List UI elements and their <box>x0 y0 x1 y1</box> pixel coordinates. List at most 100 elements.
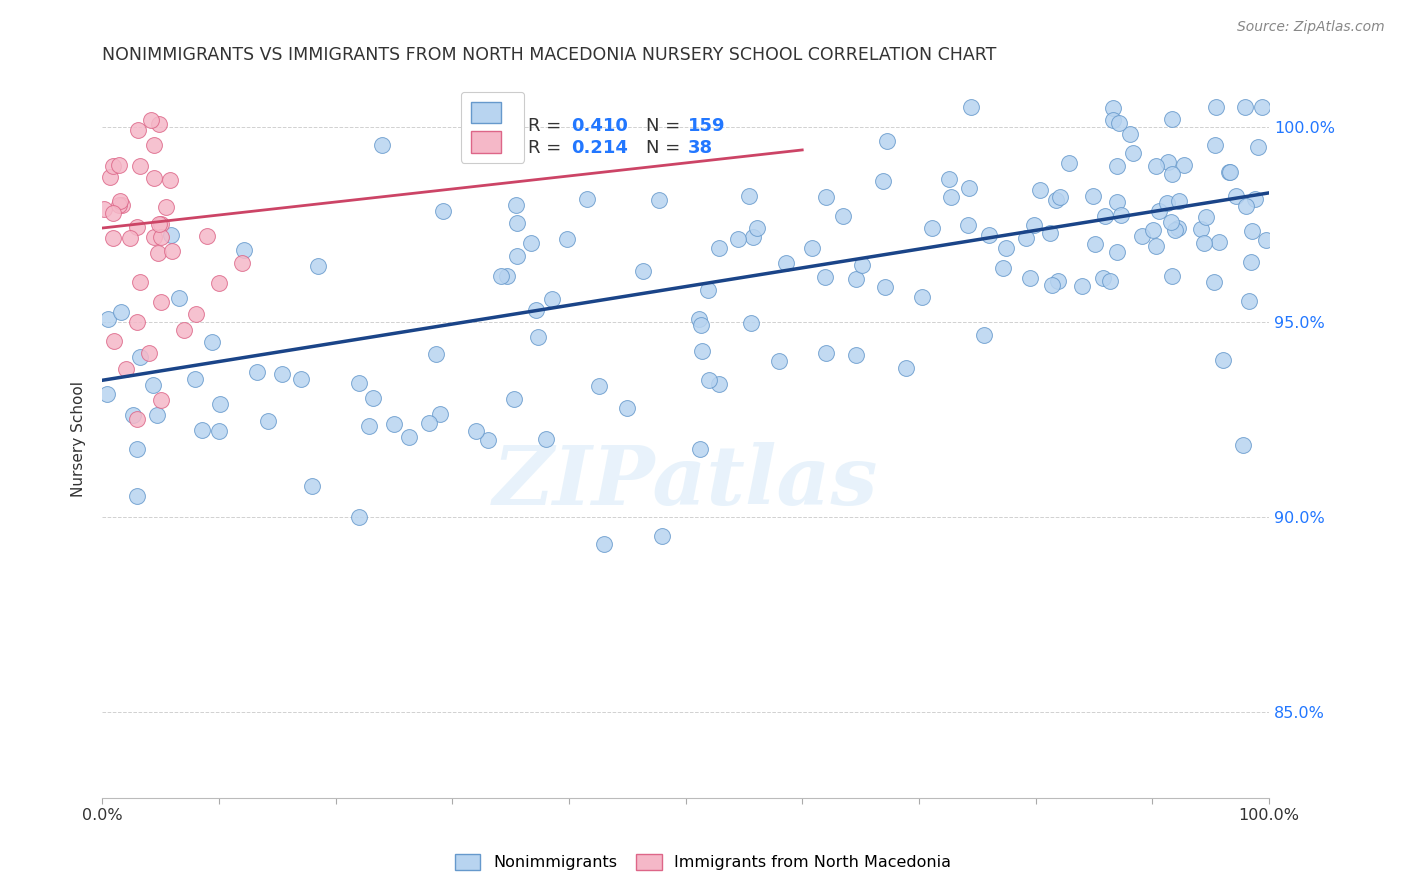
Point <box>103 159 125 173</box>
Point <box>1144 159 1167 173</box>
Point <box>1168 194 1191 209</box>
Point <box>432 203 454 218</box>
Point <box>127 412 149 426</box>
Y-axis label: Nursery School: Nursery School <box>72 381 86 497</box>
Point <box>98 169 121 184</box>
Point <box>1130 229 1153 244</box>
Point <box>697 373 720 387</box>
Point <box>146 408 169 422</box>
Point <box>1105 194 1128 209</box>
Point <box>979 228 1001 243</box>
Point <box>110 305 132 319</box>
Point <box>122 408 145 422</box>
Point <box>173 322 195 336</box>
Point <box>575 192 598 206</box>
Point <box>347 376 370 391</box>
Point <box>1192 235 1215 250</box>
Point <box>231 256 253 270</box>
Point <box>991 261 1014 276</box>
Point <box>894 361 917 376</box>
Point <box>429 407 451 421</box>
Point <box>1218 165 1240 179</box>
Point <box>149 217 172 231</box>
Point <box>167 291 190 305</box>
Point <box>541 292 564 306</box>
Text: 0.214: 0.214 <box>571 139 628 157</box>
Point <box>1081 189 1104 203</box>
Point <box>1251 100 1274 114</box>
Point <box>1173 157 1195 171</box>
Point <box>191 423 214 437</box>
Point <box>127 315 149 329</box>
Point <box>1057 156 1080 170</box>
Point <box>690 318 713 333</box>
Point <box>149 392 172 407</box>
Point <box>111 198 134 212</box>
Point <box>127 489 149 503</box>
Point <box>114 361 136 376</box>
Point <box>707 242 730 256</box>
Point <box>96 387 118 401</box>
Point <box>1234 100 1257 114</box>
Point <box>183 372 205 386</box>
Point <box>1212 352 1234 367</box>
Point <box>506 216 529 230</box>
Point <box>814 346 837 360</box>
Point <box>616 401 638 416</box>
Point <box>1204 138 1226 153</box>
Point <box>1243 192 1265 206</box>
Point <box>1108 116 1130 130</box>
Point <box>1039 226 1062 240</box>
Point <box>201 334 224 349</box>
Point <box>742 229 765 244</box>
Point <box>129 351 152 365</box>
Text: 159: 159 <box>688 118 725 136</box>
Point <box>159 173 181 187</box>
Point <box>108 198 131 212</box>
Point <box>1247 139 1270 153</box>
Point <box>1161 112 1184 127</box>
Point <box>503 392 526 406</box>
Point <box>633 264 655 278</box>
Point <box>651 529 673 543</box>
Point <box>1046 274 1069 288</box>
Point <box>1241 224 1264 238</box>
Point <box>1204 275 1226 289</box>
Point <box>139 113 162 128</box>
Point <box>127 442 149 457</box>
Point <box>301 479 323 493</box>
Point <box>876 134 898 148</box>
Point <box>418 416 440 430</box>
Point <box>142 171 165 186</box>
Point <box>845 272 868 286</box>
Point <box>873 280 896 294</box>
Point <box>1219 165 1241 179</box>
Text: 0.410: 0.410 <box>571 118 628 136</box>
Point <box>127 123 149 137</box>
Point <box>155 200 177 214</box>
Point <box>505 198 527 212</box>
Point <box>108 194 131 208</box>
Point <box>775 256 797 270</box>
Point <box>477 433 499 447</box>
Point <box>149 229 172 244</box>
Point <box>246 365 269 379</box>
Text: R =: R = <box>529 139 567 157</box>
Point <box>208 397 231 411</box>
Point <box>1142 223 1164 237</box>
Point <box>1121 145 1143 160</box>
Point <box>290 372 312 386</box>
Point <box>256 414 278 428</box>
Point <box>1156 195 1178 210</box>
Point <box>425 347 447 361</box>
Point <box>534 432 557 446</box>
Point <box>960 100 983 114</box>
Point <box>149 295 172 310</box>
Point <box>159 228 181 243</box>
Point <box>1107 159 1129 173</box>
Point <box>143 230 166 244</box>
Text: R =: R = <box>529 118 567 136</box>
Text: 38: 38 <box>688 139 713 157</box>
Point <box>1160 167 1182 181</box>
Point <box>1232 438 1254 452</box>
